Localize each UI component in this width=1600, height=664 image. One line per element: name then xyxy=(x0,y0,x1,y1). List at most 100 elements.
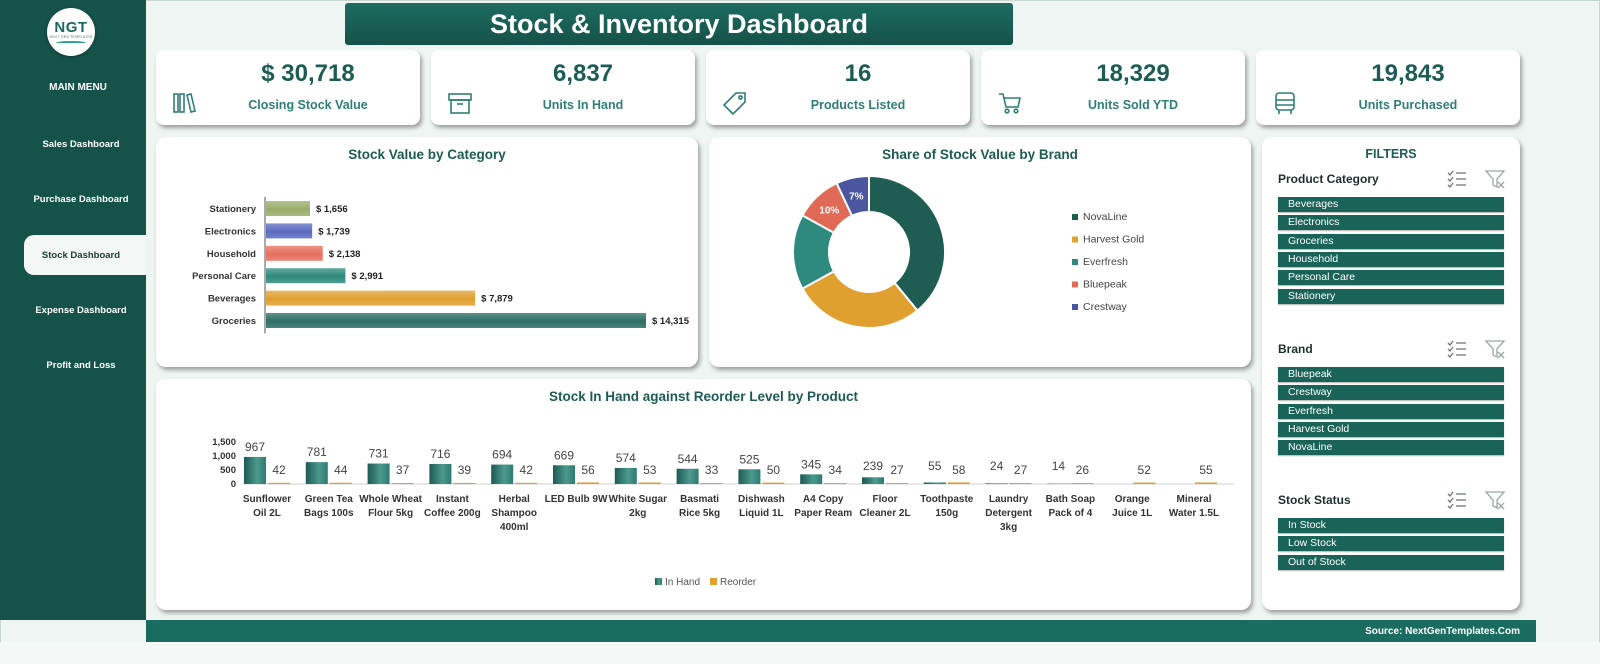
filter-chip-in-stock[interactable]: In Stock xyxy=(1278,518,1504,533)
bar-in-hand[interactable] xyxy=(491,464,514,484)
bar-reorder[interactable] xyxy=(1071,483,1094,484)
category-label-dishwash-liquid-1l: Dishwash Liquid 1L xyxy=(738,494,785,519)
bar-in-hand[interactable] xyxy=(676,468,699,484)
sidebar-item-stock-dashboard[interactable]: Stock Dashboard xyxy=(24,235,146,275)
share-by-brand-chart: 10% 7% NovaLine Harvest Gold Everfresh Bluepe… xyxy=(792,174,1144,329)
in-hand-label: 24 xyxy=(990,459,1004,473)
multi-select-icon[interactable] xyxy=(1446,490,1468,510)
category-label-orange-juice-1l: Orange Juice 1L xyxy=(1112,494,1152,519)
page-title: Stock & Inventory Dashboard xyxy=(345,3,1013,45)
sidebar-item-sales-dashboard[interactable]: Sales Dashboard xyxy=(24,124,146,164)
reorder-label: 33 xyxy=(705,463,719,477)
bar-reorder[interactable] xyxy=(1195,482,1217,484)
bar-in-hand[interactable] xyxy=(553,465,575,484)
filter-group-title: Stock Status xyxy=(1278,493,1351,507)
bar-reorder[interactable] xyxy=(453,482,476,484)
clear-filter-icon[interactable] xyxy=(1484,339,1506,359)
multi-select-icon[interactable] xyxy=(1446,339,1468,359)
reorder-label: 34 xyxy=(829,463,843,477)
bar-in-hand[interactable] xyxy=(862,477,884,484)
category-label-green-tea-bags-100s: Green Tea Bags 100s xyxy=(304,494,354,519)
filter-chip-groceries[interactable]: Groceries xyxy=(1278,233,1504,249)
bar-groceries[interactable] xyxy=(266,313,646,328)
category-label-led-bulb-9w: LED Bulb 9W xyxy=(545,494,608,505)
category-label-white-sugar-2kg: White Sugar 2kg xyxy=(609,494,667,519)
legend-swatch xyxy=(1072,259,1078,265)
sidebar-item-expense-dashboard[interactable]: Expense Dashboard xyxy=(24,290,146,330)
reorder-label: 42 xyxy=(272,463,286,477)
bar-in-hand[interactable] xyxy=(305,462,328,484)
slice-harvest-gold[interactable] xyxy=(801,269,919,329)
bar-in-hand[interactable] xyxy=(429,463,452,484)
filter-chip-household[interactable]: Household xyxy=(1278,251,1504,267)
bar-electronics[interactable] xyxy=(266,223,313,239)
kpi-card-units-sold-ytd: 18,329 Units Sold YTD xyxy=(981,50,1245,125)
bar-reorder[interactable] xyxy=(886,483,908,484)
kpi-card-units-in-hand: 6,837 Units In Hand xyxy=(431,50,695,125)
sidebar-item-purchase-dashboard[interactable]: Purchase Dashboard xyxy=(24,179,146,219)
filter-chip-out-of-stock[interactable]: Out of Stock xyxy=(1278,554,1504,570)
category-label-laundry-detergent-3kg: Laundry Detergent 3kg xyxy=(985,494,1032,533)
bar-beverages[interactable] xyxy=(266,290,476,306)
filter-chip-everfresh[interactable]: Everfresh xyxy=(1278,403,1504,419)
bar-household[interactable] xyxy=(266,245,323,261)
legend-swatch xyxy=(1072,304,1078,310)
truck-icon xyxy=(1275,92,1295,114)
legend-swatch-in-hand xyxy=(655,578,662,585)
filter-chip-beverages[interactable]: Beverages xyxy=(1278,197,1504,212)
legend-swatch xyxy=(1072,236,1078,243)
bar-reorder[interactable] xyxy=(947,482,970,484)
filter-chip-harvest-gold[interactable]: Harvest Gold xyxy=(1278,421,1504,437)
source-text: Source: NextGenTemplates.Com xyxy=(1365,625,1520,637)
filter-group-title: Brand xyxy=(1278,342,1313,356)
legend-swatch xyxy=(1072,281,1078,288)
category-label-bath-soap-pack-of-4: Bath Soap Pack of 4 xyxy=(1046,494,1095,519)
bar-reorder[interactable] xyxy=(824,483,847,484)
reorder-label: 26 xyxy=(1076,463,1090,477)
multi-select-icon[interactable] xyxy=(1446,169,1468,189)
filter-chip-novaline[interactable]: NovaLine xyxy=(1278,440,1504,456)
category-label-sunflower-oil-2l: Sunflower Oil 2L xyxy=(243,494,291,519)
bar-reorder[interactable] xyxy=(1133,482,1156,484)
category-label-instant-coffee-200g: Instant Coffee 200g xyxy=(424,494,481,519)
sidebar-item-profit-and-loss[interactable]: Profit and Loss xyxy=(24,345,146,385)
bar-reorder[interactable] xyxy=(329,482,352,484)
sidebar-item-label: Sales Dashboard xyxy=(42,138,120,150)
bar-in-hand[interactable] xyxy=(800,474,823,484)
reorder-label: 55 xyxy=(1199,463,1213,477)
sidebar-item-label: Expense Dashboard xyxy=(35,304,127,316)
bar-in-hand[interactable] xyxy=(614,467,637,484)
filter-chip-personal-care[interactable]: Personal Care xyxy=(1278,270,1504,286)
filters-panel: FILTERS Product Category Beverages Electro… xyxy=(1262,137,1520,610)
bar-in-hand[interactable] xyxy=(738,469,761,484)
filter-chip-low-stock[interactable]: Low Stock xyxy=(1278,536,1504,552)
in-hand-label: 781 xyxy=(307,445,327,459)
filter-chip-stationery[interactable]: Stationery xyxy=(1278,288,1504,304)
bar-personal-care[interactable] xyxy=(266,268,346,284)
bar-reorder[interactable] xyxy=(700,483,723,484)
filter-chip-bluepeak[interactable]: Bluepeak xyxy=(1278,367,1504,382)
bar-in-hand[interactable] xyxy=(923,482,946,484)
filter-chip-electronics[interactable]: Electronics xyxy=(1278,215,1504,231)
panel-stock-vs-reorder: Stock In Hand against Reorder Level by P… xyxy=(156,379,1251,610)
bar-in-hand[interactable] xyxy=(985,483,1008,484)
bar-in-hand[interactable] xyxy=(367,463,390,484)
bar-reorder[interactable] xyxy=(391,482,414,484)
legend-swatch xyxy=(1072,214,1078,220)
cart-icon xyxy=(999,93,1021,114)
bar-reorder[interactable] xyxy=(268,482,290,484)
clear-filter-icon[interactable] xyxy=(1484,169,1506,189)
bar-reorder[interactable] xyxy=(1009,483,1032,484)
slice-novaline[interactable] xyxy=(868,174,946,312)
bar-reorder[interactable] xyxy=(762,482,785,484)
bar-in-hand[interactable] xyxy=(244,456,266,484)
slice-crestway[interactable] xyxy=(835,174,870,218)
bar-reorder[interactable] xyxy=(577,482,599,484)
filter-chip-crestway[interactable]: Crestway xyxy=(1278,385,1504,401)
sidebar-item-label: Profit and Loss xyxy=(46,359,116,371)
clear-filter-icon[interactable] xyxy=(1484,490,1506,510)
bar-reorder[interactable] xyxy=(515,482,538,484)
in-hand-label: 694 xyxy=(492,448,512,462)
bar-reorder[interactable] xyxy=(638,482,661,484)
bar-stationery[interactable] xyxy=(266,201,310,216)
